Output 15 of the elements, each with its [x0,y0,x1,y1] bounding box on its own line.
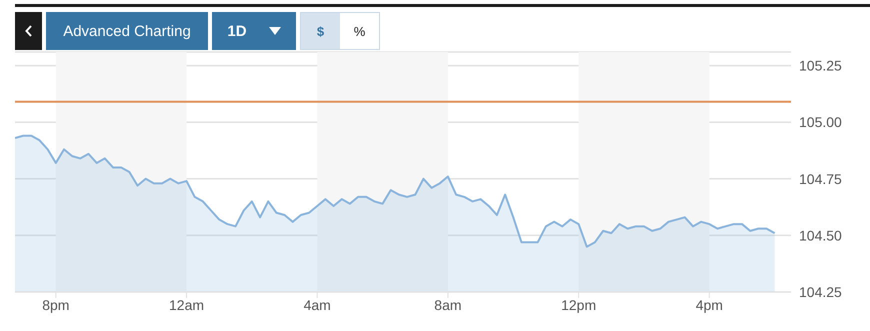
y-tick-label: 105.00 [799,114,842,130]
x-tick-label: 4am [304,296,331,313]
y-tick-label: 105.25 [799,58,842,74]
text: 1D [227,22,247,40]
text: Advanced Charting [46,12,208,50]
y-tick-label: 104.50 [799,227,842,244]
text: % [340,13,379,49]
x-tick-label: 8pm [42,296,70,313]
text: $ [301,13,340,49]
x-tick-label: 8am [434,296,462,313]
x-tick-label: 4pm [696,296,723,313]
y-tick-label: 104.75 [799,170,842,187]
y-tick-label: 104.25 [799,284,842,300]
x-tick-label: 12am [169,296,204,313]
x-tick-label: 12pm [561,296,596,313]
